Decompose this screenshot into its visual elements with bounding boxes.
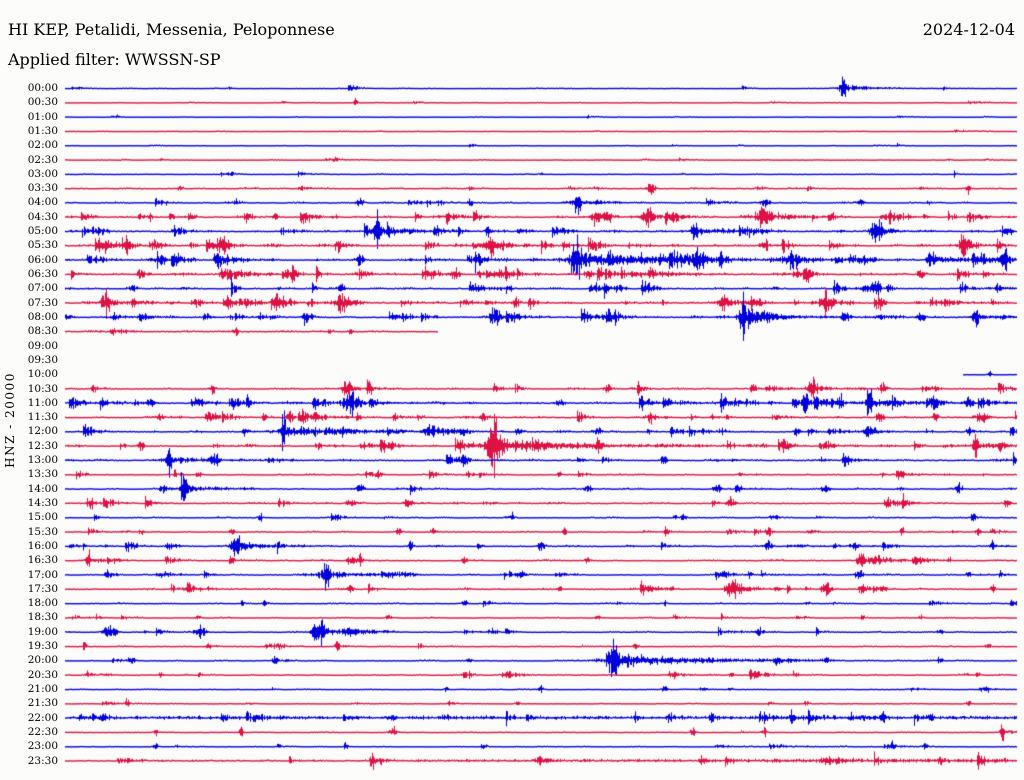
time-label: 09:00 bbox=[27, 339, 58, 352]
time-label: 00:00 bbox=[27, 81, 58, 94]
time-label: 19:30 bbox=[27, 639, 58, 652]
time-label: 06:00 bbox=[27, 253, 58, 266]
time-label: 22:00 bbox=[27, 711, 58, 724]
time-label: 21:00 bbox=[27, 682, 58, 695]
time-label: 07:30 bbox=[27, 296, 58, 309]
time-label: 23:00 bbox=[27, 740, 58, 752]
time-label: 20:30 bbox=[27, 668, 58, 681]
time-label: 13:30 bbox=[27, 468, 58, 481]
time-label: 03:30 bbox=[27, 181, 58, 194]
time-label: 02:30 bbox=[27, 153, 58, 166]
time-label: 05:30 bbox=[27, 239, 58, 252]
time-label: 11:00 bbox=[27, 396, 58, 409]
time-label: 17:30 bbox=[27, 582, 58, 595]
time-label: 01:00 bbox=[27, 110, 58, 123]
time-label: 12:00 bbox=[27, 425, 58, 438]
time-label: 06:30 bbox=[27, 267, 58, 280]
time-label: 04:00 bbox=[27, 196, 58, 209]
time-label: 05:00 bbox=[27, 224, 58, 237]
time-label: 21:30 bbox=[27, 697, 58, 710]
time-label: 11:30 bbox=[27, 410, 58, 423]
time-label: 10:30 bbox=[27, 382, 58, 395]
time-label: 08:00 bbox=[27, 310, 58, 323]
time-label: 07:00 bbox=[27, 282, 58, 295]
time-label: 02:00 bbox=[27, 138, 58, 151]
time-label: 03:00 bbox=[27, 167, 58, 180]
time-label: 19:00 bbox=[27, 625, 58, 638]
time-label: 23:30 bbox=[27, 754, 58, 767]
time-label: 12:30 bbox=[27, 439, 58, 452]
time-label: 00:30 bbox=[27, 96, 58, 109]
time-label: 18:00 bbox=[27, 596, 58, 609]
time-label: 15:00 bbox=[27, 511, 58, 524]
time-label: 14:00 bbox=[27, 482, 58, 495]
time-label: 20:00 bbox=[27, 654, 58, 667]
time-label: 15:30 bbox=[27, 525, 58, 538]
time-label: 16:00 bbox=[27, 539, 58, 552]
time-label: 09:30 bbox=[27, 353, 58, 366]
time-label: 14:30 bbox=[27, 496, 58, 509]
time-label: 13:00 bbox=[27, 453, 58, 466]
time-label: 16:30 bbox=[27, 553, 58, 566]
time-label: 10:00 bbox=[27, 367, 58, 380]
time-label: 18:30 bbox=[27, 611, 58, 624]
time-label: 08:30 bbox=[27, 325, 58, 338]
time-label: 04:30 bbox=[27, 210, 58, 223]
time-label: 01:30 bbox=[27, 124, 58, 137]
time-label: 22:30 bbox=[27, 725, 58, 738]
time-label: 17:00 bbox=[27, 568, 58, 581]
